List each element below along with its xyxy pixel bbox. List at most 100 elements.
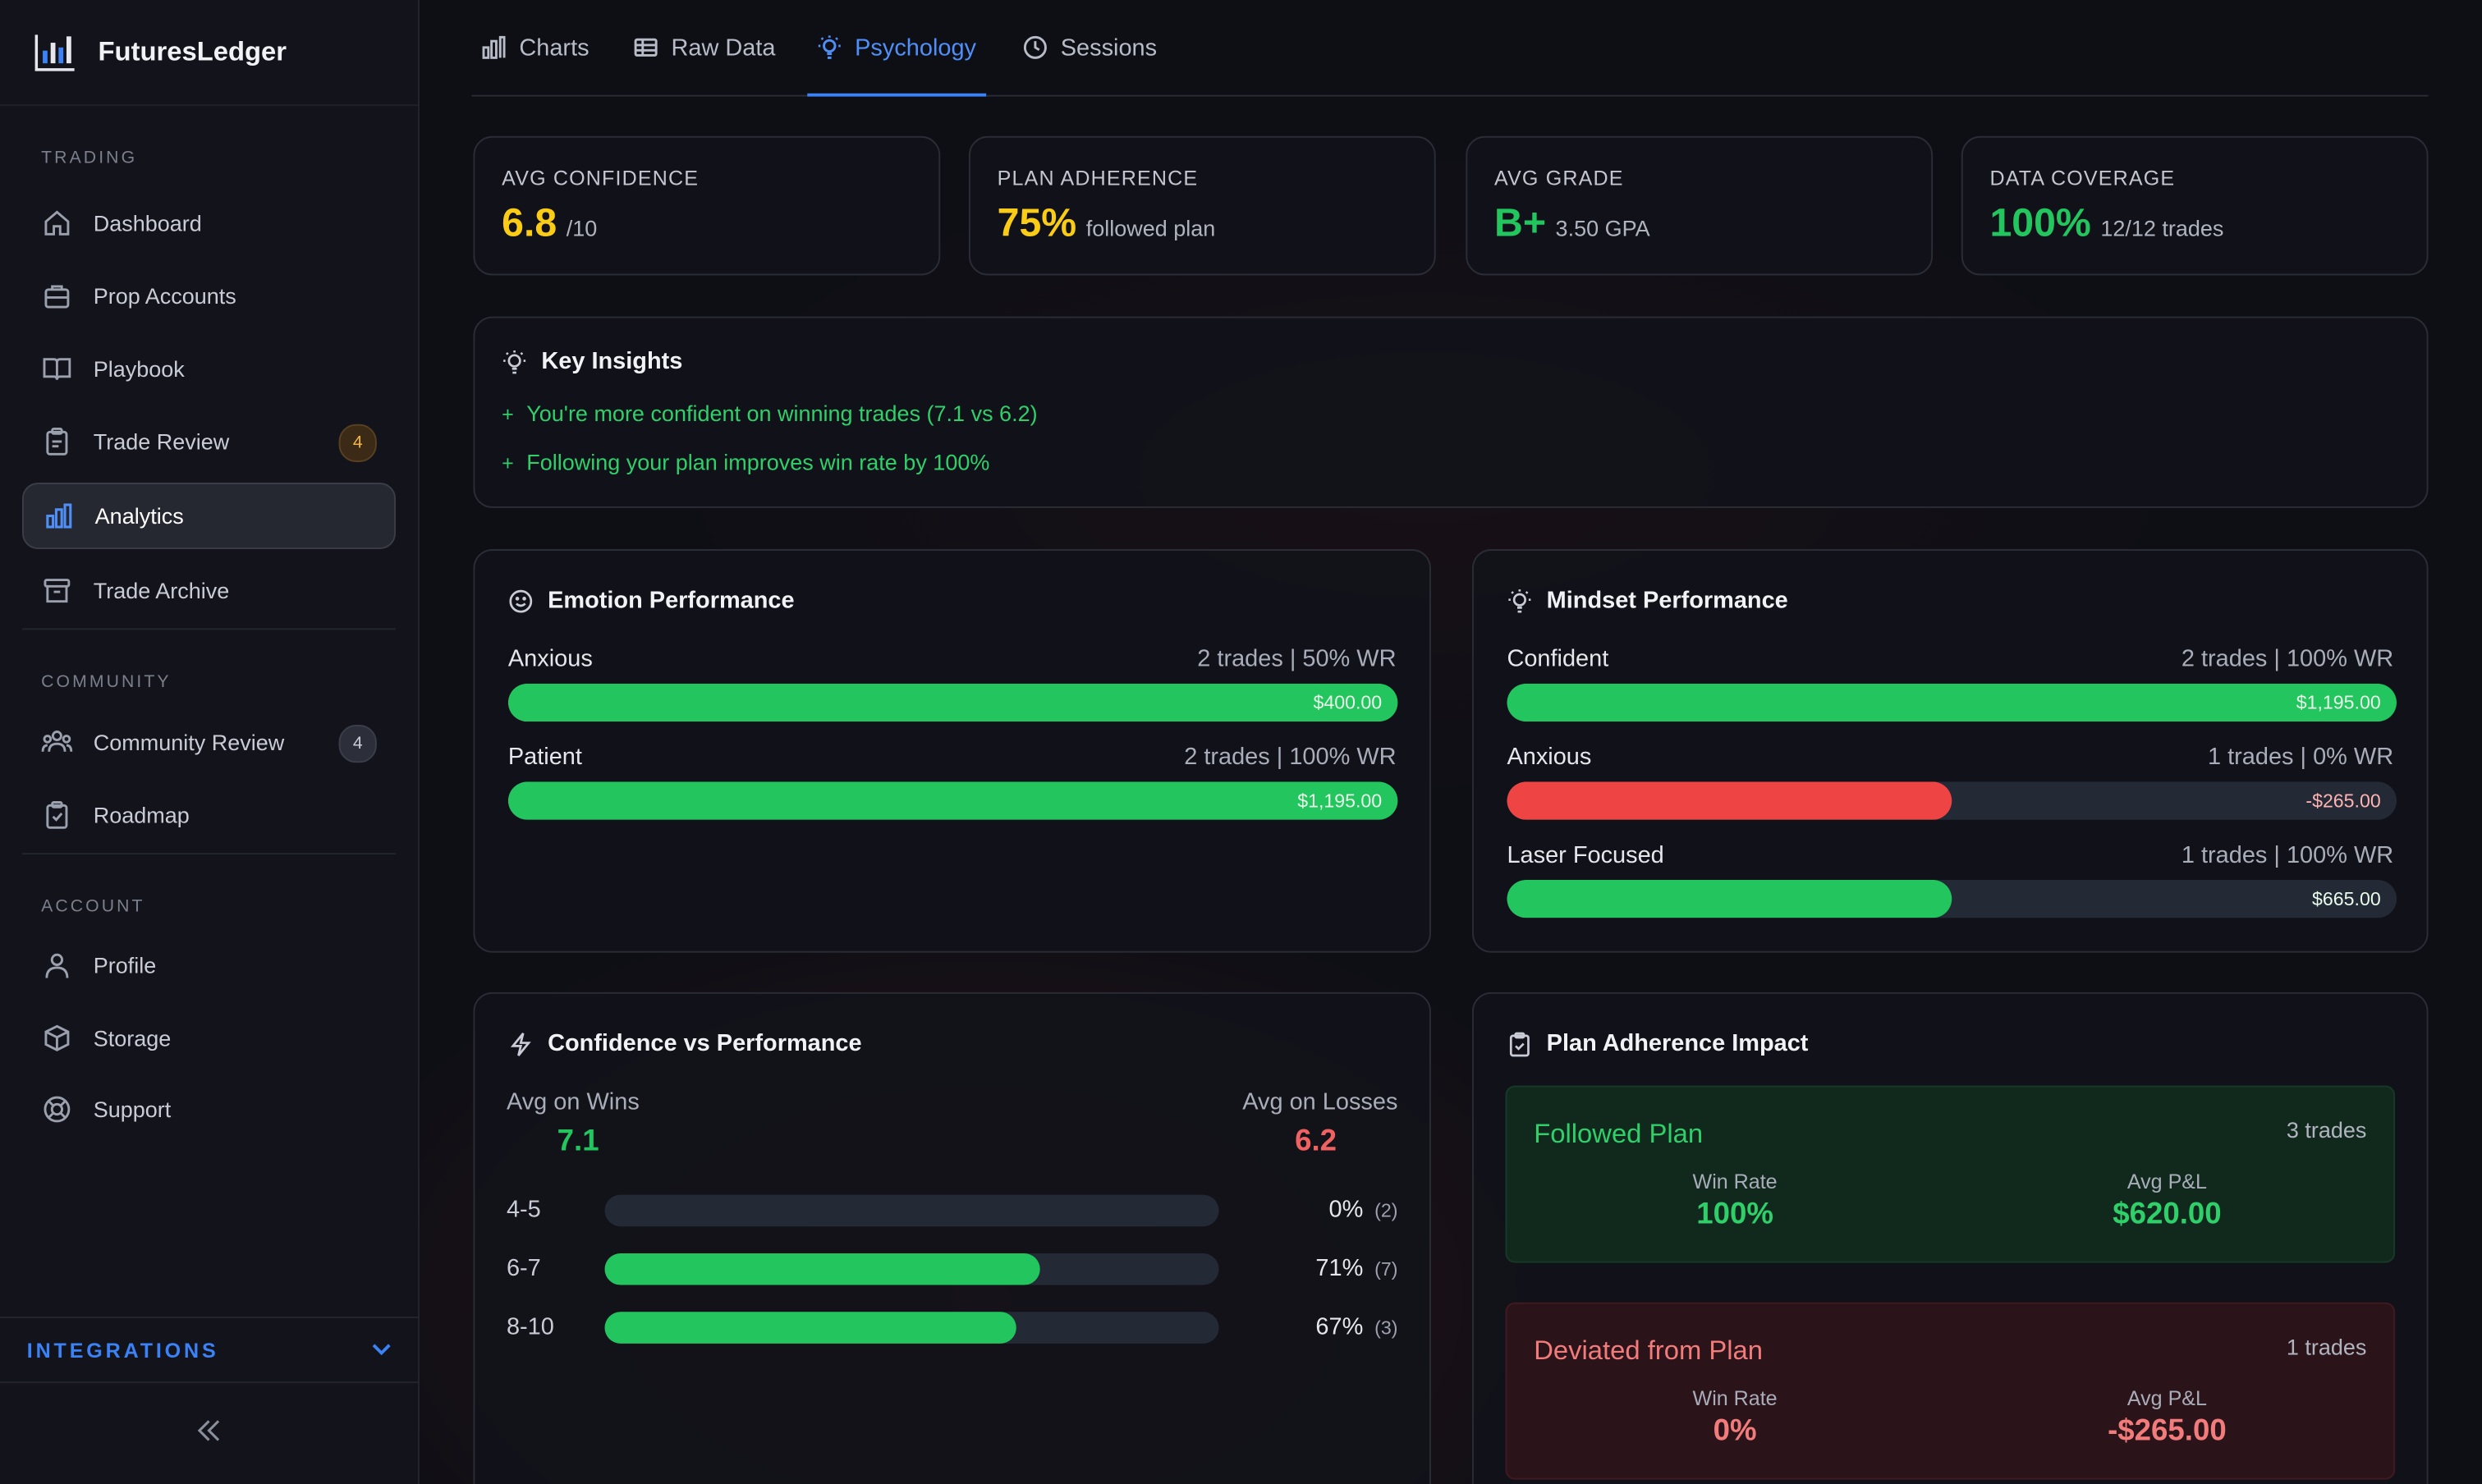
sidebar-item-roadmap[interactable]: Roadmap	[22, 783, 396, 846]
confidence-win-rate: 71% (7)	[1315, 1255, 1397, 1282]
tab-raw-data[interactable]: Raw Data	[633, 0, 775, 95]
stat-value: 75%	[997, 200, 1077, 245]
avg-losses-value: 6.2	[1295, 1124, 1337, 1159]
card-title-text: Plan Adherence Impact	[1546, 1030, 1809, 1057]
stat-card-confidence: AVG CONFIDENCE 6.8 /10	[473, 135, 941, 276]
sidebar-item-storage[interactable]: Storage	[22, 1006, 396, 1069]
stat-value: 100%	[1989, 200, 2091, 245]
card-title: Confidence vs Performance	[508, 1030, 862, 1057]
mindset-row-label: Confident	[1507, 645, 1609, 673]
emotion-bar-amount: $400.00	[1313, 691, 1383, 714]
deviated-avg-pnl: Avg P&L -$265.00	[2009, 1386, 2326, 1450]
sidebar-item-label: Roadmap	[93, 802, 190, 828]
confidence-win-rate: 67% (3)	[1315, 1313, 1397, 1340]
stat-card-plan-adherence: PLAN ADHERENCE 75% followed plan	[968, 135, 1436, 276]
mindset-bar-track: -$265.00	[1507, 781, 2397, 820]
user-icon	[41, 950, 73, 982]
win-rate-label: Win Rate	[1692, 1169, 1778, 1193]
key-insights-card: Key Insights + You're more confident on …	[473, 316, 2429, 508]
users-icon	[41, 726, 73, 758]
insight-text: Following your plan improves win rate by…	[526, 449, 990, 475]
clipboard-check-icon	[41, 799, 73, 831]
tab-label: Charts	[519, 34, 590, 62]
confidence-range-label: 4-5	[506, 1196, 541, 1224]
mindset-performance-card: Mindset Performance Confident 2 trades |…	[1472, 549, 2429, 953]
sidebar-item-profile[interactable]: Profile	[22, 934, 396, 997]
sidebar-item-playbook[interactable]: Playbook	[22, 337, 396, 401]
avg-pnl-label: Avg P&L	[2126, 1169, 2207, 1193]
stat-value: B+	[1494, 200, 1546, 245]
emotion-bar-amount: $1,195.00	[1297, 790, 1383, 813]
mindset-bar-track: $665.00	[1507, 879, 2397, 918]
deviated-win-rate: Win Rate 0%	[1576, 1386, 1893, 1450]
sidebar-item-label: Storage	[93, 1025, 172, 1051]
confidence-range-label: 8-10	[506, 1313, 554, 1341]
home-icon	[41, 208, 73, 240]
tab-psychology[interactable]: Psychology	[807, 0, 986, 97]
sidebar-item-prop-accounts[interactable]: Prop Accounts	[22, 264, 396, 327]
tab-sessions[interactable]: Sessions	[1022, 0, 1157, 95]
mindset-row-label: Laser Focused	[1507, 841, 1664, 869]
card-title: Emotion Performance	[508, 587, 795, 614]
clipboard-check-icon	[1507, 1031, 1532, 1056]
sidebar-item-label: Prop Accounts	[93, 283, 236, 309]
sidebar-item-dashboard[interactable]: Dashboard	[22, 191, 396, 254]
app-name: FuturesLedger	[98, 36, 287, 66]
logo-icon	[34, 34, 75, 71]
win-rate-value: 100%	[1696, 1198, 1773, 1231]
avg-wins-label: Avg on Wins	[506, 1088, 640, 1116]
confidence-bar-fill	[604, 1253, 1041, 1285]
stat-label: DATA COVERAGE	[1989, 166, 2176, 190]
box-icon	[41, 1022, 73, 1054]
win-rate-value: 0%	[1713, 1414, 1757, 1449]
tab-bar: Charts Raw Data Psychology Sessions	[471, 0, 2429, 97]
tab-charts[interactable]: Charts	[481, 0, 590, 95]
collapse-sidebar-icon[interactable]	[193, 1415, 225, 1447]
sidebar-item-label: Playbook	[93, 355, 185, 382]
card-title-text: Mindset Performance	[1546, 587, 1788, 615]
confidence-bar-track	[604, 1194, 1219, 1227]
trade-count: (2)	[1374, 1199, 1398, 1222]
sidebar-item-community-review[interactable]: Community Review 4	[22, 711, 396, 774]
sidebar-item-label: Community Review	[93, 729, 285, 755]
bar-chart-icon	[481, 34, 507, 60]
confidence-range-label: 6-7	[506, 1254, 541, 1282]
insight-item: + You're more confident on winning trade…	[502, 401, 1037, 426]
sidebar-item-support[interactable]: Support	[22, 1078, 396, 1141]
sidebar-item-trade-archive[interactable]: Trade Archive	[22, 559, 396, 622]
sidebar-item-label: Profile	[93, 952, 157, 978]
confidence-bar-fill	[604, 1312, 1016, 1344]
followed-plan-box: Followed Plan 3 trades Win Rate 100% Avg…	[1505, 1085, 2396, 1263]
sidebar-item-trade-review[interactable]: Trade Review 4	[22, 410, 396, 473]
win-rate-pct: 0%	[1328, 1196, 1364, 1224]
deviated-plan-box: Deviated from Plan 1 trades Win Rate 0% …	[1505, 1302, 2396, 1480]
stat-label: AVG GRADE	[1494, 166, 1624, 190]
win-rate-pct: 67%	[1315, 1313, 1364, 1341]
confidence-bar-track	[604, 1253, 1219, 1285]
emotion-bar-track: $1,195.00	[507, 781, 1398, 820]
confidence-bar-track	[604, 1312, 1219, 1344]
card-title-text: Emotion Performance	[548, 587, 795, 615]
followed-win-rate: Win Rate 100%	[1576, 1170, 1893, 1233]
stat-value-group: B+ 3.50 GPA	[1494, 201, 1650, 247]
emotion-bar-fill	[507, 781, 1398, 820]
archive-icon	[41, 575, 73, 607]
plus-icon: +	[502, 401, 514, 425]
sidebar-item-analytics[interactable]: Analytics	[21, 483, 396, 550]
brand[interactable]: FuturesLedger	[0, 0, 418, 107]
win-rate-pct: 71%	[1315, 1254, 1364, 1282]
emotion-row-label: Anxious	[507, 645, 593, 673]
followed-avg-pnl: Avg P&L $620.00	[2009, 1170, 2326, 1233]
table-icon	[633, 34, 658, 60]
lightbulb-icon	[817, 34, 842, 60]
sidebar-item-label: Trade Archive	[93, 577, 230, 603]
avg-wins-value: 7.1	[557, 1124, 599, 1159]
emotion-row-label: Patient	[507, 744, 582, 771]
section-trading: TRADING	[41, 149, 138, 168]
section-account: ACCOUNT	[41, 897, 145, 917]
stat-value-group: 100% 12/12 trades	[1989, 201, 2223, 247]
sidebar-divider	[21, 853, 396, 855]
sidebar-item-label: Analytics	[94, 503, 184, 529]
integrations-toggle[interactable]: INTEGRATIONS	[0, 1317, 418, 1384]
stat-label: PLAN ADHERENCE	[997, 166, 1199, 190]
